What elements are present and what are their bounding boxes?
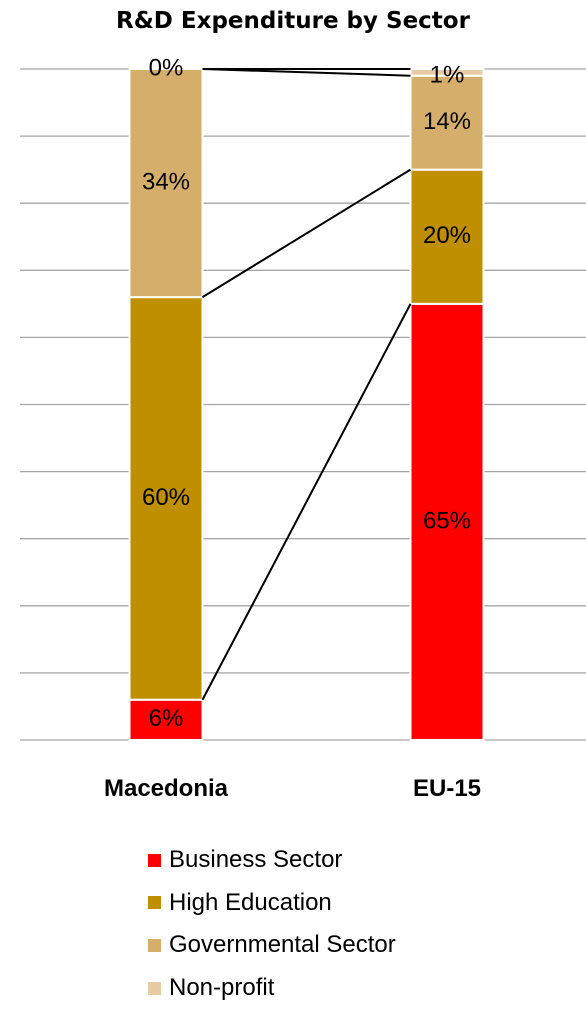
data-label: 34% (142, 168, 190, 195)
legend-label: High Education (169, 888, 332, 916)
bars (128, 68, 485, 741)
chart-title: R&D Expenditure by Sector (116, 8, 470, 34)
legend-label: Business Sector (169, 846, 343, 873)
connector-lines (201, 68, 412, 701)
data-labels: 6% 60% 34% 0% 65% 20% 14% 1% (142, 54, 471, 732)
connector-line (201, 168, 412, 298)
legend-item: Governmental Sector (148, 930, 396, 960)
gridlines (20, 68, 586, 741)
legend-item: Non-profit (148, 973, 396, 1003)
bar-segment (128, 698, 204, 741)
legend-item: High Education (148, 888, 396, 918)
bar-segment (128, 68, 204, 299)
category-label: Macedonia (104, 775, 229, 802)
connector-line (201, 303, 412, 701)
legend-swatch (148, 896, 161, 910)
legend-label: Governmental Sector (169, 931, 396, 959)
data-label: 0% (149, 54, 184, 81)
connector-line (202, 68, 411, 77)
data-label: 6% (149, 705, 184, 732)
category-labels: Macedonia EU-15 (104, 775, 481, 802)
legend-label: Non-profit (169, 974, 275, 1002)
data-label: 65% (423, 507, 471, 534)
data-label: 1% (430, 62, 465, 89)
data-label: 20% (423, 222, 471, 249)
bar-segment (409, 74, 485, 171)
bar-segment (409, 68, 485, 77)
legend-swatch (148, 981, 161, 995)
bar-segment (409, 168, 485, 305)
legend-swatch (148, 853, 161, 867)
data-label: 14% (423, 108, 471, 135)
category-label: EU-15 (413, 775, 481, 802)
legend: Business Sector High Education Governmenta… (148, 845, 396, 1016)
bar-segment (409, 302, 485, 741)
legend-item: Business Sector (148, 845, 396, 875)
bar-segment (128, 296, 204, 701)
legend-swatch (148, 938, 161, 952)
data-label: 60% (142, 484, 190, 511)
